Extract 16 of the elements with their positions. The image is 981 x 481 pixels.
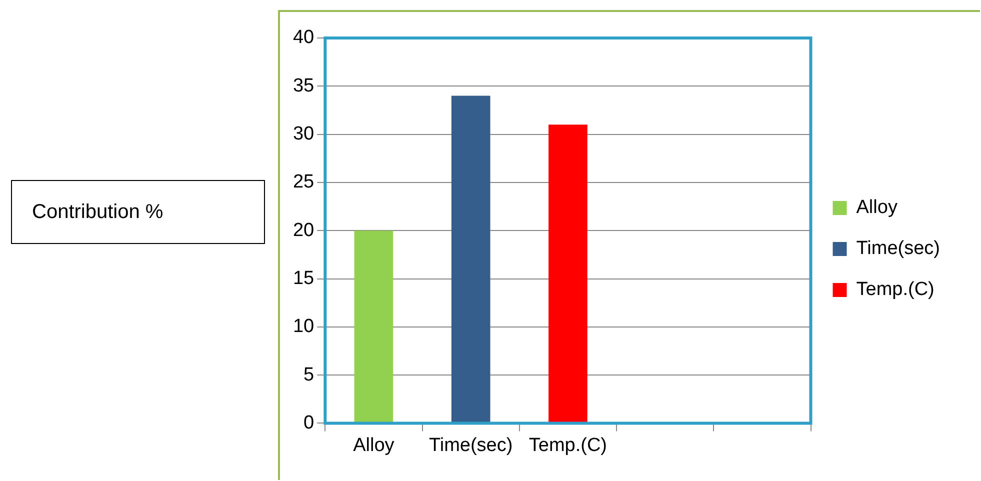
legend-label: Temp.(C) bbox=[856, 279, 934, 300]
y-tick-label: 35 bbox=[292, 75, 314, 96]
y-tick-label: 5 bbox=[304, 364, 314, 386]
y-tick-label: 40 bbox=[292, 27, 314, 48]
y-tick-label: 10 bbox=[292, 316, 314, 338]
text: Contribution % bbox=[11, 180, 265, 244]
x-tick-label: Alloy bbox=[353, 434, 395, 456]
legend-label: Time(sec) bbox=[856, 238, 940, 260]
y-tick-label: 25 bbox=[292, 172, 314, 193]
legend-label: Alloy bbox=[856, 197, 898, 218]
y-tick-label: 20 bbox=[292, 220, 314, 241]
y-tick-label: 30 bbox=[292, 124, 314, 145]
y-tick-label: 15 bbox=[292, 268, 314, 289]
x-tick-label: Time(sec) bbox=[428, 434, 513, 456]
y-tick-label: 0 bbox=[304, 412, 314, 434]
x-tick-label: Temp.(C) bbox=[528, 434, 608, 456]
